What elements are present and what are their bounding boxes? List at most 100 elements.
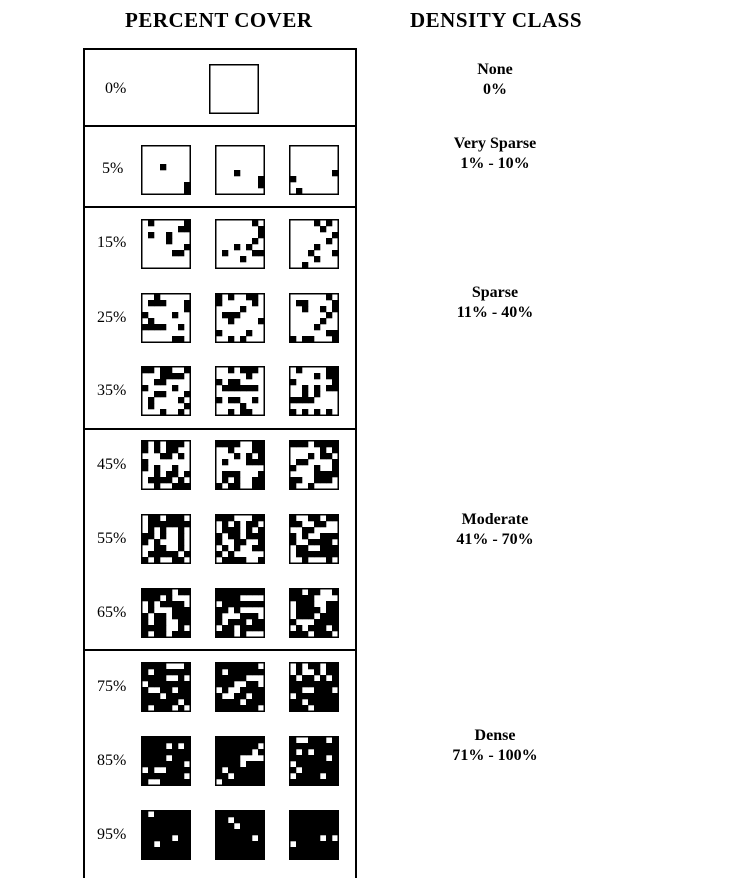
- cover-cell: [290, 176, 297, 183]
- cover-cell: [290, 465, 297, 472]
- cover-cell: [172, 557, 179, 564]
- cover-cell: [258, 687, 265, 694]
- cover-cell: [314, 477, 321, 484]
- cover-cell: [160, 779, 167, 786]
- cover-cell: [166, 779, 173, 786]
- cover-cell: [290, 823, 297, 830]
- cover-cell: [246, 811, 253, 818]
- cover-cell: [172, 385, 179, 392]
- cover-cell: [154, 379, 161, 386]
- cover-cell: [142, 367, 149, 374]
- cover-pattern-svg: [141, 736, 191, 786]
- cover-cell: [172, 465, 179, 472]
- cover-cell: [222, 835, 229, 842]
- cover-cell: [154, 699, 161, 706]
- cover-cell: [296, 397, 303, 404]
- group-divider-moderate: [83, 428, 357, 430]
- percent-cover-heading: PERCENT COVER: [125, 8, 313, 32]
- cover-cell: [332, 545, 339, 552]
- cover-cell: [142, 385, 149, 392]
- cover-cell: [160, 835, 167, 842]
- cover-cell: [326, 453, 333, 460]
- cover-cell: [172, 447, 179, 454]
- cover-cell: [296, 669, 303, 676]
- cover-cell: [290, 767, 297, 774]
- cover-cell: [332, 853, 339, 860]
- cover-cell: [154, 515, 161, 522]
- cover-cell: [290, 441, 297, 448]
- cover-cell: [326, 385, 333, 392]
- row-label-95: 95%: [97, 826, 127, 843]
- cover-cell: [296, 589, 303, 596]
- cover-cell: [184, 613, 191, 620]
- cover-cell: [154, 761, 161, 768]
- cover-cell: [178, 533, 185, 540]
- cover-cell: [222, 761, 229, 768]
- cover-cell: [308, 483, 315, 490]
- cover-cell: [228, 557, 235, 564]
- cover-cell: [326, 515, 333, 522]
- cover-cell: [252, 811, 259, 818]
- cover-cell: [228, 409, 235, 416]
- cover-pattern-border: [289, 145, 339, 195]
- cover-cell: [296, 545, 303, 552]
- cover-cell: [314, 743, 321, 750]
- cover-cell: [216, 300, 223, 307]
- cover-cell: [154, 300, 161, 307]
- cover-cell: [222, 853, 229, 860]
- cover-cell: [258, 250, 265, 257]
- cover-cell: [228, 318, 235, 325]
- cover-cell: [320, 761, 327, 768]
- cover-cell: [302, 743, 309, 750]
- cover-cell: [320, 545, 327, 552]
- cover-cell: [228, 779, 235, 786]
- cover-cell: [222, 823, 229, 830]
- cover-cell: [166, 823, 173, 830]
- cover-cell: [246, 743, 253, 750]
- cover-cell: [246, 244, 253, 251]
- cover-cell: [252, 823, 259, 830]
- cover-cell: [314, 220, 321, 227]
- cover-cell: [166, 471, 173, 478]
- density-class-sparse: Sparse 11% - 40%: [400, 283, 590, 323]
- cover-cell: [184, 188, 191, 195]
- cover-cell: [246, 613, 253, 620]
- cover-cell: [142, 441, 149, 448]
- cover-pattern-svg: [141, 810, 191, 860]
- cover-pattern-65-a: [141, 588, 191, 638]
- cover-cell: [290, 737, 297, 744]
- cover-cell: [178, 773, 185, 780]
- cover-cell: [296, 761, 303, 768]
- cover-cell: [148, 693, 155, 700]
- cover-cell: [258, 318, 265, 325]
- cover-pattern-svg: [289, 293, 339, 343]
- cover-cell: [314, 853, 321, 860]
- cover-cell: [234, 595, 241, 602]
- cover-cell: [160, 773, 167, 780]
- cover-cell: [302, 385, 309, 392]
- cover-pattern-svg: [141, 145, 191, 195]
- cover-cell: [178, 631, 185, 638]
- cover-cell: [320, 318, 327, 325]
- cover-cell: [308, 397, 315, 404]
- cover-cell: [222, 527, 229, 534]
- cover-cell: [258, 539, 265, 546]
- cover-cell: [216, 675, 223, 682]
- cover-cell: [172, 761, 179, 768]
- cover-cell: [314, 773, 321, 780]
- cover-cell: [222, 817, 229, 824]
- cover-cell: [184, 699, 191, 706]
- cover-cell: [258, 841, 265, 848]
- cover-cell: [302, 681, 309, 688]
- cover-cell: [228, 761, 235, 768]
- cover-cell: [290, 755, 297, 762]
- row-label-35: 35%: [97, 382, 127, 399]
- cover-cell: [222, 631, 229, 638]
- row-label-0: 0%: [105, 80, 127, 97]
- cover-cell: [326, 220, 333, 227]
- cover-cell: [172, 811, 179, 818]
- cover-pattern-svg: [141, 293, 191, 343]
- cover-cell: [296, 477, 303, 484]
- cover-cell: [166, 761, 173, 768]
- cover-cell: [332, 533, 339, 540]
